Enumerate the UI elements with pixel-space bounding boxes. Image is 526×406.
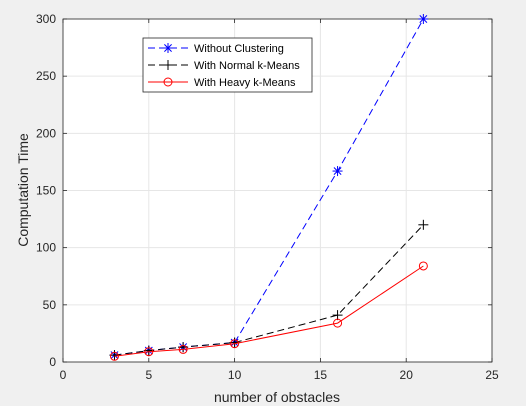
y-tick-label: 200 xyxy=(36,126,56,140)
data-point-with-heavy-k-means xyxy=(109,351,119,361)
data-point-with-heavy-k-means-stroke xyxy=(109,351,119,361)
y-tick-labels: 0 50 100 150 200 250 300 xyxy=(36,12,56,369)
legend-marker-with-heavy-k-means xyxy=(163,77,173,87)
legend-item-with-normal-k-means: With Normal k-Means xyxy=(148,60,300,72)
legend-marker-with-normal-k-means xyxy=(163,60,173,70)
series-line-with-heavy-k-means xyxy=(114,265,424,357)
legend-item-without-clustering: Without Clustering xyxy=(148,43,284,55)
data-point-without-clustering-stroke xyxy=(419,15,428,23)
data-point-without-clustering xyxy=(332,166,343,177)
y-tick-label: 0 xyxy=(49,355,56,369)
series-layer xyxy=(109,14,429,361)
data-point-with-heavy-k-means-stroke xyxy=(230,339,240,349)
legend-marker-with-heavy-k-means-stroke xyxy=(163,77,173,87)
legend-label-with-normal-k-means: With Normal k-Means xyxy=(194,60,300,72)
x-axis-label: number of obstacles xyxy=(214,389,340,405)
data-point-with-heavy-k-means-stroke xyxy=(418,261,428,271)
data-point-with-heavy-k-means xyxy=(178,344,188,354)
x-tick-label: 15 xyxy=(314,368,328,382)
data-point-with-heavy-k-means xyxy=(230,339,240,349)
tick-marks xyxy=(62,18,493,363)
series-line-with-normal-k-means xyxy=(114,224,424,356)
data-point-with-heavy-k-means xyxy=(333,318,343,328)
data-point-with-normal-k-means xyxy=(418,219,429,230)
legend-label-with-heavy-k-means: With Heavy k-Means xyxy=(194,77,296,89)
y-tick-label: 150 xyxy=(36,184,56,198)
y-tick-label: 50 xyxy=(43,298,57,312)
x-tick-label: 10 xyxy=(228,368,242,382)
series-with-normal-k-means xyxy=(109,219,429,361)
y-tick-label: 250 xyxy=(36,69,56,83)
x-tick-label: 25 xyxy=(485,368,499,382)
legend-item-with-heavy-k-means: With Heavy k-Means xyxy=(148,77,296,89)
x-tick-label: 5 xyxy=(145,368,152,382)
x-tick-label: 0 xyxy=(60,368,67,382)
data-point-with-heavy-k-means-stroke xyxy=(144,347,154,357)
x-tick-label: 20 xyxy=(400,368,414,382)
legend-label-without-clustering: Without Clustering xyxy=(194,43,284,55)
data-point-with-heavy-k-means-stroke xyxy=(178,344,188,354)
data-point-with-normal-k-means xyxy=(332,310,343,321)
legend: Without Clustering With Normal k-Means Wit… xyxy=(142,37,313,93)
legend-marker-without-clustering xyxy=(163,43,173,53)
legend-items: Without Clustering With Normal k-Means Wit… xyxy=(148,43,300,89)
data-point-with-heavy-k-means xyxy=(144,347,154,357)
y-tick-label: 100 xyxy=(36,241,56,255)
legend-marker-without-clustering-stroke xyxy=(164,44,172,52)
data-point-with-heavy-k-means xyxy=(418,261,428,271)
data-point-with-heavy-k-means-stroke xyxy=(333,318,343,328)
y-tick-label: 300 xyxy=(36,12,56,26)
data-point-without-clustering-stroke xyxy=(333,167,342,176)
y-axis-label: Computation Time xyxy=(15,133,31,247)
series-with-heavy-k-means xyxy=(109,261,428,361)
x-tick-labels: 0 5 10 15 20 25 xyxy=(60,368,499,382)
data-point-without-clustering xyxy=(418,14,429,24)
